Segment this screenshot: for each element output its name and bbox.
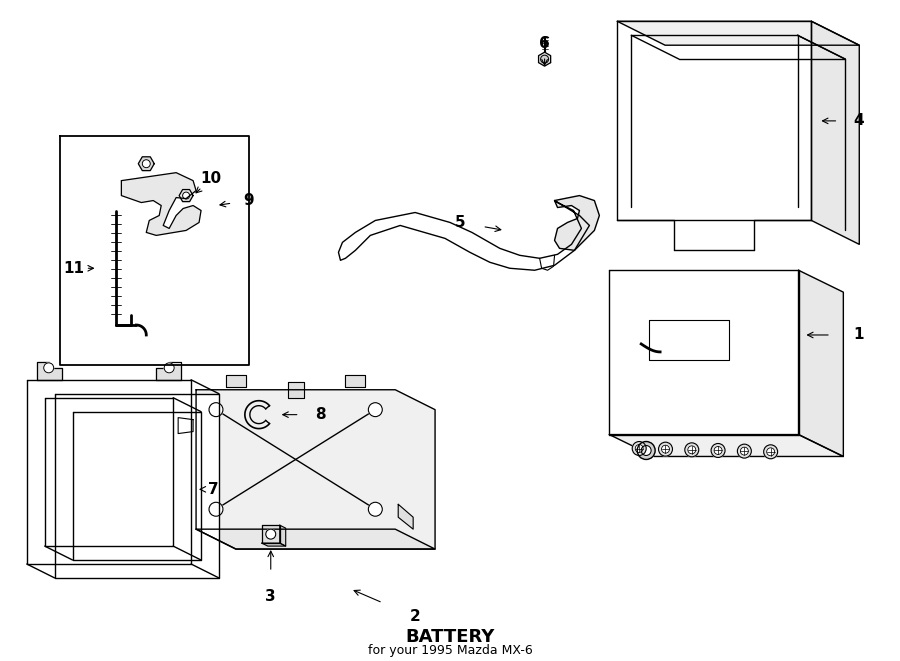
Polygon shape [649,320,729,360]
Text: 6: 6 [539,36,550,51]
Polygon shape [554,196,599,251]
Text: 9: 9 [244,193,254,208]
Polygon shape [262,543,285,546]
Polygon shape [179,190,194,202]
Circle shape [209,502,223,516]
Polygon shape [798,270,843,457]
Circle shape [368,403,382,416]
Polygon shape [617,21,812,221]
Circle shape [632,442,646,455]
Polygon shape [139,157,154,171]
Circle shape [637,442,655,459]
Polygon shape [45,398,173,546]
Polygon shape [812,21,860,245]
Polygon shape [280,525,285,546]
Polygon shape [288,382,303,398]
Polygon shape [609,434,843,457]
Polygon shape [55,394,219,578]
Circle shape [764,445,778,459]
Text: for your 1995 Mazda MX-6: for your 1995 Mazda MX-6 [367,644,533,657]
Text: BATTERY: BATTERY [405,628,495,646]
Circle shape [714,446,722,455]
Polygon shape [59,136,248,365]
Circle shape [368,502,382,516]
Circle shape [142,160,150,168]
Polygon shape [27,380,191,564]
Polygon shape [538,52,551,66]
Circle shape [741,447,748,455]
Circle shape [209,403,223,416]
Polygon shape [122,173,201,235]
Polygon shape [338,200,590,270]
Circle shape [688,446,696,454]
Polygon shape [73,412,201,560]
Polygon shape [196,390,435,549]
Circle shape [662,445,670,453]
Text: 4: 4 [853,114,864,128]
Text: 3: 3 [266,590,276,604]
Text: 7: 7 [208,482,219,497]
Polygon shape [346,375,365,387]
Text: 8: 8 [315,407,326,422]
Polygon shape [226,375,246,387]
Circle shape [685,443,698,457]
Circle shape [641,446,652,455]
Circle shape [711,444,725,457]
Circle shape [183,192,190,199]
Text: 5: 5 [454,215,465,230]
Circle shape [635,444,644,453]
Circle shape [164,363,175,373]
Polygon shape [617,21,860,45]
Text: 11: 11 [63,260,84,276]
Text: 10: 10 [201,171,221,186]
Polygon shape [609,270,798,434]
Polygon shape [37,362,61,380]
Circle shape [737,444,751,458]
Polygon shape [157,362,181,380]
Circle shape [541,55,549,63]
Polygon shape [398,504,413,529]
Circle shape [266,529,275,539]
Polygon shape [196,529,435,549]
Circle shape [659,442,672,456]
Circle shape [767,447,775,456]
Text: 2: 2 [410,609,420,624]
Circle shape [44,363,54,373]
Text: 1: 1 [853,327,863,342]
Polygon shape [262,525,280,543]
Polygon shape [178,418,194,434]
